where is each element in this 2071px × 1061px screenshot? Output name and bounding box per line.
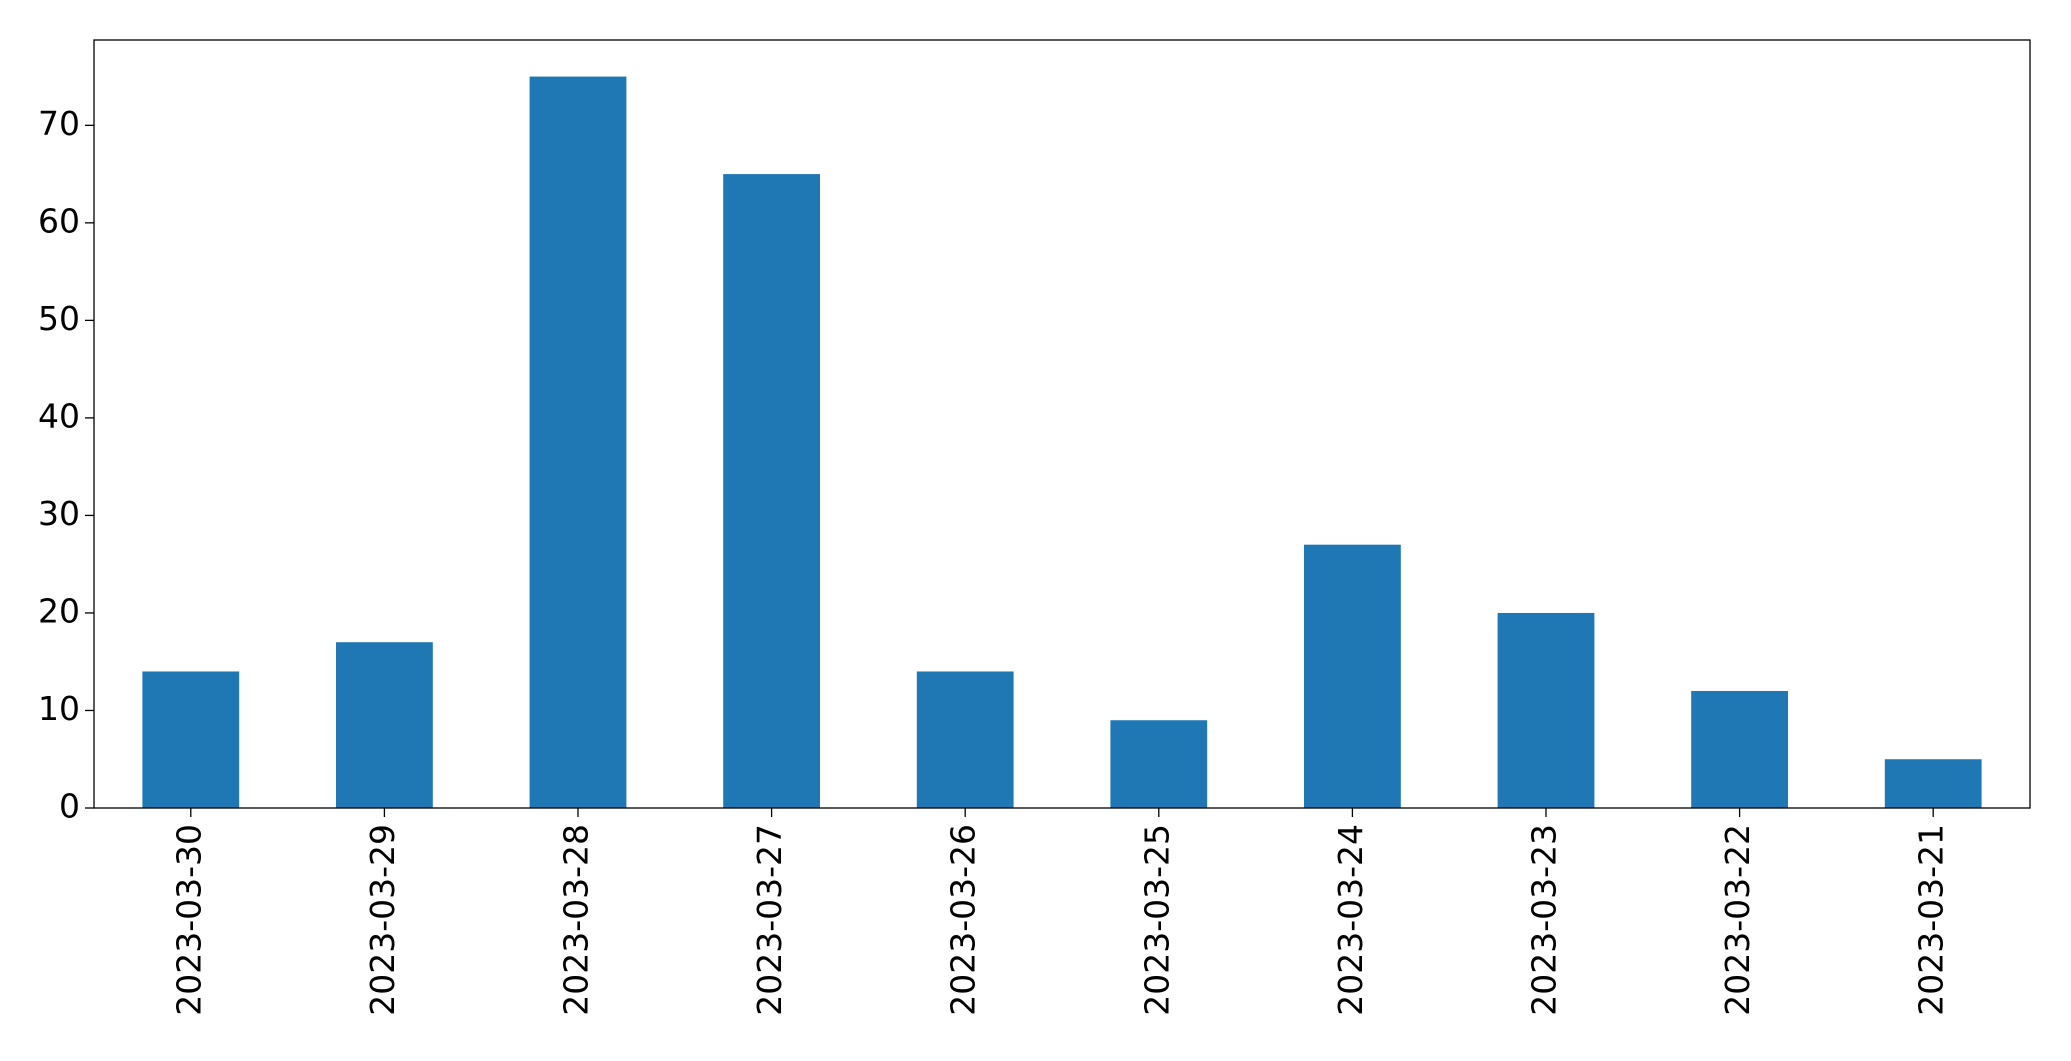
y-tick-label: 30 [38, 494, 80, 533]
x-tick-label: 2023-03-24 [1331, 824, 1370, 1016]
bar [1691, 690, 1788, 808]
y-tick-label: 40 [38, 396, 80, 435]
x-tick-label: 2023-03-25 [1137, 824, 1176, 1016]
y-tick-label: 20 [38, 591, 80, 630]
x-tick-label: 2023-03-27 [750, 824, 789, 1016]
x-tick-label: 2023-03-22 [1718, 824, 1757, 1016]
bar [142, 671, 240, 808]
bar [336, 642, 433, 808]
x-tick-label: 2023-03-23 [1525, 824, 1564, 1016]
x-tick-label: 2023-03-28 [557, 824, 596, 1016]
bar [916, 671, 1014, 808]
y-tick-label: 60 [38, 201, 80, 240]
x-tick-label: 2023-03-21 [1912, 824, 1951, 1016]
y-tick-label: 70 [38, 104, 80, 143]
bar [1304, 544, 1401, 808]
bar [1884, 759, 1982, 808]
bar [529, 76, 627, 809]
x-tick-label: 2023-03-26 [944, 824, 983, 1016]
y-tick-label: 50 [38, 299, 80, 338]
x-tick-label: 2023-03-29 [363, 824, 402, 1016]
y-tick-label: 0 [59, 787, 80, 826]
bar [1110, 720, 1208, 808]
plot-frame [93, 39, 2031, 809]
bar [723, 174, 820, 809]
bar [1497, 612, 1595, 808]
x-tick-label: 2023-03-30 [169, 824, 208, 1016]
y-tick-label: 10 [38, 689, 80, 728]
